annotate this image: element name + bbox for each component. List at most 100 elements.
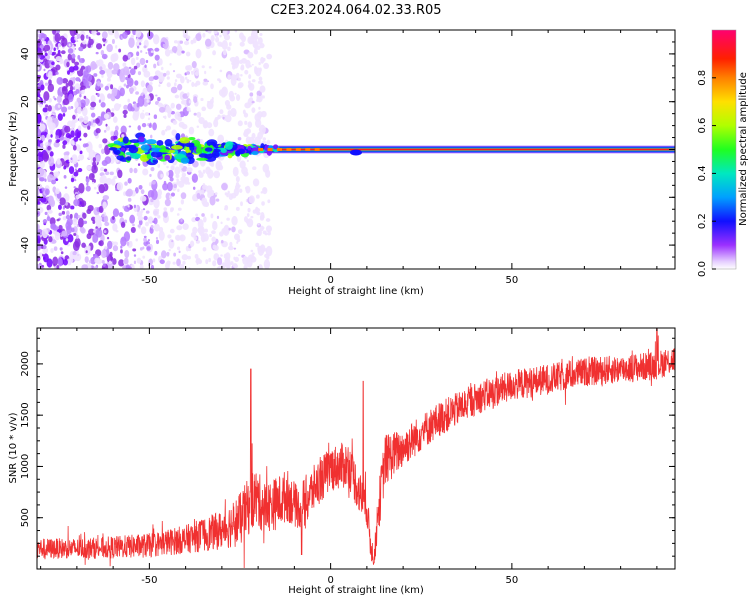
spectrogram-point: [55, 188, 60, 195]
spectrogram-point: [158, 58, 163, 66]
spectrogram-point: [238, 59, 244, 65]
spectrogram-point: [258, 62, 261, 66]
spectrogram-point: [113, 175, 118, 180]
spectrogram-point: [163, 211, 168, 218]
spectrogram-point: [167, 234, 172, 239]
spectrogram-point: [227, 74, 232, 81]
spectrogram-point: [266, 255, 270, 260]
spectrogram-point: [181, 254, 189, 261]
spectrogram-point: [87, 245, 91, 250]
spectrogram-point: [175, 44, 183, 56]
spectrogram-point: [227, 46, 231, 52]
carrier-blob: [108, 147, 118, 151]
spectrogram-point: [55, 43, 58, 47]
spectrogram-point: [53, 246, 58, 251]
spectrogram-point: [119, 72, 124, 79]
colorbar-tick-label: 0.8: [697, 70, 708, 86]
spectrogram-point: [176, 236, 180, 240]
spectrogram-point: [73, 186, 76, 189]
spectrogram-point: [187, 248, 192, 252]
spectrogram-point: [111, 69, 118, 75]
spectrogram-point: [140, 80, 145, 88]
spectrogram-point: [64, 186, 68, 189]
spectrogram-point: [62, 112, 66, 117]
spectrogram-point: [110, 84, 114, 90]
spectrogram-point: [49, 151, 54, 157]
spectrogram-point: [137, 224, 141, 228]
spectrogram-point: [67, 53, 73, 61]
spectrogram-point: [73, 171, 79, 177]
spectrogram-point: [139, 247, 143, 251]
carrier-dash: [314, 148, 320, 151]
spectrogram-point: [57, 104, 61, 108]
colorbar-gradient: [711, 29, 737, 270]
spectrogram-point: [80, 65, 86, 70]
spectrogram-point: [74, 100, 79, 108]
spectrogram-point: [133, 260, 137, 265]
spectrogram-point: [47, 49, 53, 56]
spectrogram-point: [202, 81, 209, 86]
spectrogram-point: [252, 178, 260, 187]
spectrogram-point: [72, 145, 77, 151]
spectrogram-point: [213, 118, 219, 128]
spectrogram-point: [135, 30, 142, 38]
spectrogram-point: [56, 46, 59, 50]
spectrogram-point: [213, 170, 221, 179]
spectrogram-point: [204, 70, 207, 75]
spectrogram-point: [55, 30, 60, 34]
spectrogram-point: [37, 66, 40, 71]
spectrogram-point: [147, 48, 151, 52]
spectrogram-point: [93, 230, 96, 233]
spectrogram-point: [232, 263, 238, 268]
spectrogram-point: [160, 250, 167, 259]
spectrogram-point: [230, 261, 234, 265]
spectrogram-point: [169, 62, 172, 66]
snr-series-line: [37, 328, 675, 568]
spectrogram-point: [112, 116, 118, 123]
spectrogram-point: [126, 77, 134, 87]
spectrogram-point: [98, 241, 102, 246]
spectrogram-point: [256, 211, 261, 216]
spectrogram-point: [67, 70, 71, 75]
spectrogram-point: [90, 112, 96, 118]
spectrogram-point: [184, 176, 190, 183]
spectrogram-point: [70, 157, 73, 161]
spectrogram-point: [40, 197, 47, 203]
spectrogram-point: [98, 216, 103, 222]
spectrogram-point: [233, 187, 240, 197]
spectrogram-point: [257, 264, 263, 269]
spectrogram-point: [243, 264, 248, 269]
spectrogram-point: [201, 106, 207, 112]
spectrogram-point: [86, 182, 89, 186]
spectrogram-point: [47, 145, 51, 151]
spectrogram-point: [37, 39, 42, 46]
spectrogram-point: [50, 134, 53, 138]
spectrogram-point: [53, 114, 57, 119]
spectrogram-point: [65, 238, 69, 242]
spectrogram-point: [93, 266, 98, 269]
spectrogram-point: [124, 250, 130, 259]
spectrogram-point: [128, 66, 132, 70]
spectrogram-point: [83, 132, 88, 138]
spectrogram-point: [112, 208, 120, 217]
spectrogram-point: [65, 132, 71, 139]
spectrogram-point: [105, 125, 111, 131]
spectrogram-point: [38, 103, 43, 108]
spectrogram-point: [163, 207, 168, 211]
spectrogram-point: [226, 217, 230, 221]
spectrogram-point: [224, 192, 228, 196]
spectrogram-point: [151, 167, 155, 171]
spectrogram-point: [118, 48, 122, 53]
spectrogram-point: [196, 261, 199, 266]
carrier-blob: [211, 151, 220, 159]
spectrogram-point: [53, 141, 60, 148]
carrier-blob: [128, 146, 139, 154]
spectrogram-point: [108, 260, 112, 264]
spectrogram-point: [123, 83, 127, 87]
spectrogram-point: [167, 169, 174, 179]
spectrogram-point: [43, 100, 47, 104]
spectrogram-point: [155, 236, 158, 240]
spectrogram-point: [185, 35, 191, 40]
spectrogram-point: [55, 55, 62, 62]
spectrogram-point: [60, 77, 63, 82]
